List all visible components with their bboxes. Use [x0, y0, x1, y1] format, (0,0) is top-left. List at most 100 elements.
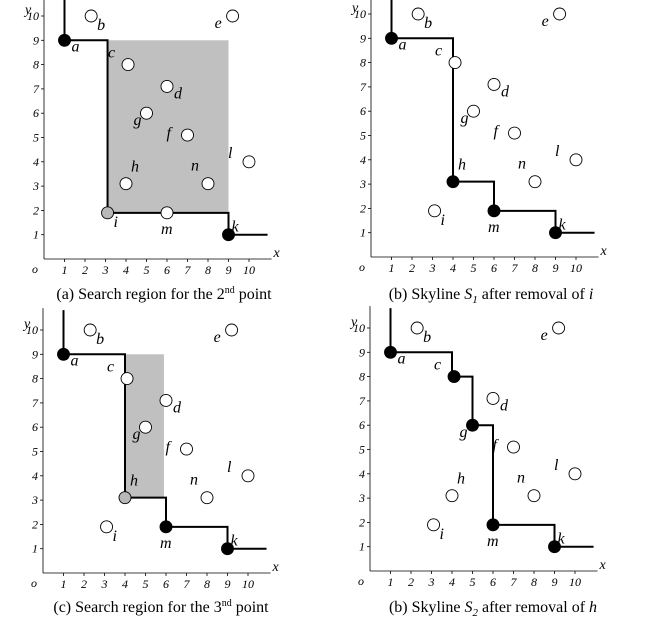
- point-label-m: m: [488, 219, 500, 236]
- y-tick-label: 2: [360, 201, 366, 215]
- point-d: [486, 392, 500, 405]
- y-tick-label: 9: [359, 345, 365, 359]
- x-tick-label: 8: [532, 261, 538, 275]
- x-tick-label: 6: [490, 575, 496, 589]
- point-d: [159, 394, 173, 407]
- point-c: [448, 56, 462, 70]
- y-tick-label: 8: [359, 370, 365, 384]
- x-tick-label: 3: [101, 577, 108, 591]
- y-tick-label: 3: [32, 179, 39, 193]
- point-label-h: h: [458, 157, 466, 174]
- point-g: [467, 104, 480, 118]
- y-tick-label: 5: [33, 131, 39, 145]
- point-label-a: a: [72, 38, 80, 55]
- point-h: [119, 177, 133, 191]
- x-tick-label: 3: [428, 575, 435, 589]
- point-i: [100, 520, 114, 534]
- point-label-m: m: [160, 535, 172, 552]
- x-axis-name: x: [273, 246, 281, 261]
- y-tick-label: 3: [31, 493, 38, 507]
- panel-caption: (a) Search region for the 2nd point: [56, 285, 272, 303]
- point-label-e: e: [215, 15, 222, 32]
- point-m: [159, 520, 173, 534]
- point-label-g: g: [134, 112, 142, 129]
- point-d: [160, 80, 174, 93]
- point-label-k: k: [558, 531, 566, 548]
- skyline-line: [389, 308, 594, 548]
- y-tick-label: 4: [359, 467, 365, 481]
- point-c: [121, 58, 135, 72]
- y-tick-label: 5: [360, 129, 366, 143]
- point-label-k: k: [232, 219, 240, 236]
- y-tick-label: 2: [33, 203, 39, 217]
- x-tick-label: 4: [449, 575, 455, 589]
- x-tick-label: 1: [389, 261, 395, 275]
- point-d: [487, 78, 501, 91]
- x-tick-label: 1: [62, 263, 68, 277]
- x-tick-label: 7: [185, 263, 192, 277]
- x-tick-label: 9: [553, 261, 559, 275]
- y-tick-label: 5: [32, 445, 38, 459]
- point-g: [140, 106, 153, 120]
- panel-caption: (b) Skyline S2 after removal of h: [389, 599, 597, 617]
- point-label-a: a: [398, 350, 406, 367]
- y-tick-label: 1: [32, 542, 38, 556]
- y-tick-label: 4: [360, 153, 366, 167]
- y-tick-label: 4: [33, 155, 39, 169]
- point-l: [569, 153, 583, 167]
- point-label-h: h: [457, 471, 465, 488]
- origin-label: o: [359, 260, 365, 274]
- x-tick-label: 10: [242, 577, 254, 591]
- point-label-i: i: [113, 528, 117, 545]
- x-tick-label: 4: [450, 261, 456, 275]
- y-tick-label: 6: [32, 420, 38, 434]
- point-f: [180, 442, 193, 456]
- x-tick-label: 1: [61, 577, 67, 591]
- point-e: [225, 323, 239, 337]
- point-i: [428, 204, 441, 218]
- point-l: [241, 469, 255, 483]
- y-tick-label: 6: [359, 418, 365, 432]
- panel-1: 1 2 3 4 5 6 7 8 9 1012345678910oxyabcdefghilmnk(a…: [23, 0, 281, 303]
- y-tick-label: 2: [32, 517, 38, 531]
- point-f: [181, 128, 194, 142]
- point-k: [548, 540, 561, 554]
- point-label-n: n: [190, 472, 198, 489]
- y-tick-label: 5: [359, 443, 365, 457]
- point-label-a: a: [71, 352, 79, 369]
- point-a: [385, 31, 398, 45]
- panel-2: 1 2 3 4 5 6 7 8 9 1012345678910oxyabcdefghilmnk(b…: [350, 0, 608, 306]
- x-tick-label: 9: [226, 263, 232, 277]
- y-tick-label: 10: [354, 7, 366, 21]
- point-label-l: l: [555, 143, 560, 160]
- point-label-f: f: [166, 439, 173, 456]
- x-tick-label: 4: [122, 577, 128, 591]
- x-axis-name: x: [600, 244, 608, 259]
- point-label-d: d: [174, 85, 183, 102]
- x-tick-label: 8: [204, 577, 210, 591]
- y-tick-label: 6: [360, 104, 366, 118]
- point-g: [139, 420, 152, 434]
- point-h: [445, 489, 459, 503]
- point-label-l: l: [228, 145, 233, 162]
- panel-4: 1 2 3 4 5 6 7 8 9 1012345678910oxyabcdefghilmnk(b…: [349, 306, 607, 617]
- y-tick-label: 9: [32, 347, 38, 361]
- point-label-b: b: [424, 15, 432, 32]
- x-tick-label: 3: [102, 263, 109, 277]
- origin-label: o: [358, 574, 364, 588]
- point-label-e: e: [541, 327, 548, 344]
- point-label-k: k: [559, 217, 567, 234]
- x-axis-name: x: [272, 560, 280, 575]
- point-label-g: g: [461, 110, 469, 127]
- origin-label: o: [31, 576, 37, 590]
- point-label-c: c: [434, 357, 441, 374]
- y-tick-label: 4: [32, 469, 38, 483]
- y-tick-label: 10: [353, 321, 365, 335]
- x-tick-label: 7: [184, 577, 191, 591]
- point-b: [83, 323, 97, 337]
- point-label-i: i: [440, 526, 444, 543]
- point-label-d: d: [500, 397, 509, 414]
- point-label-a: a: [399, 36, 407, 53]
- x-tick-label: 2: [82, 263, 88, 277]
- x-tick-label: 10: [570, 261, 582, 275]
